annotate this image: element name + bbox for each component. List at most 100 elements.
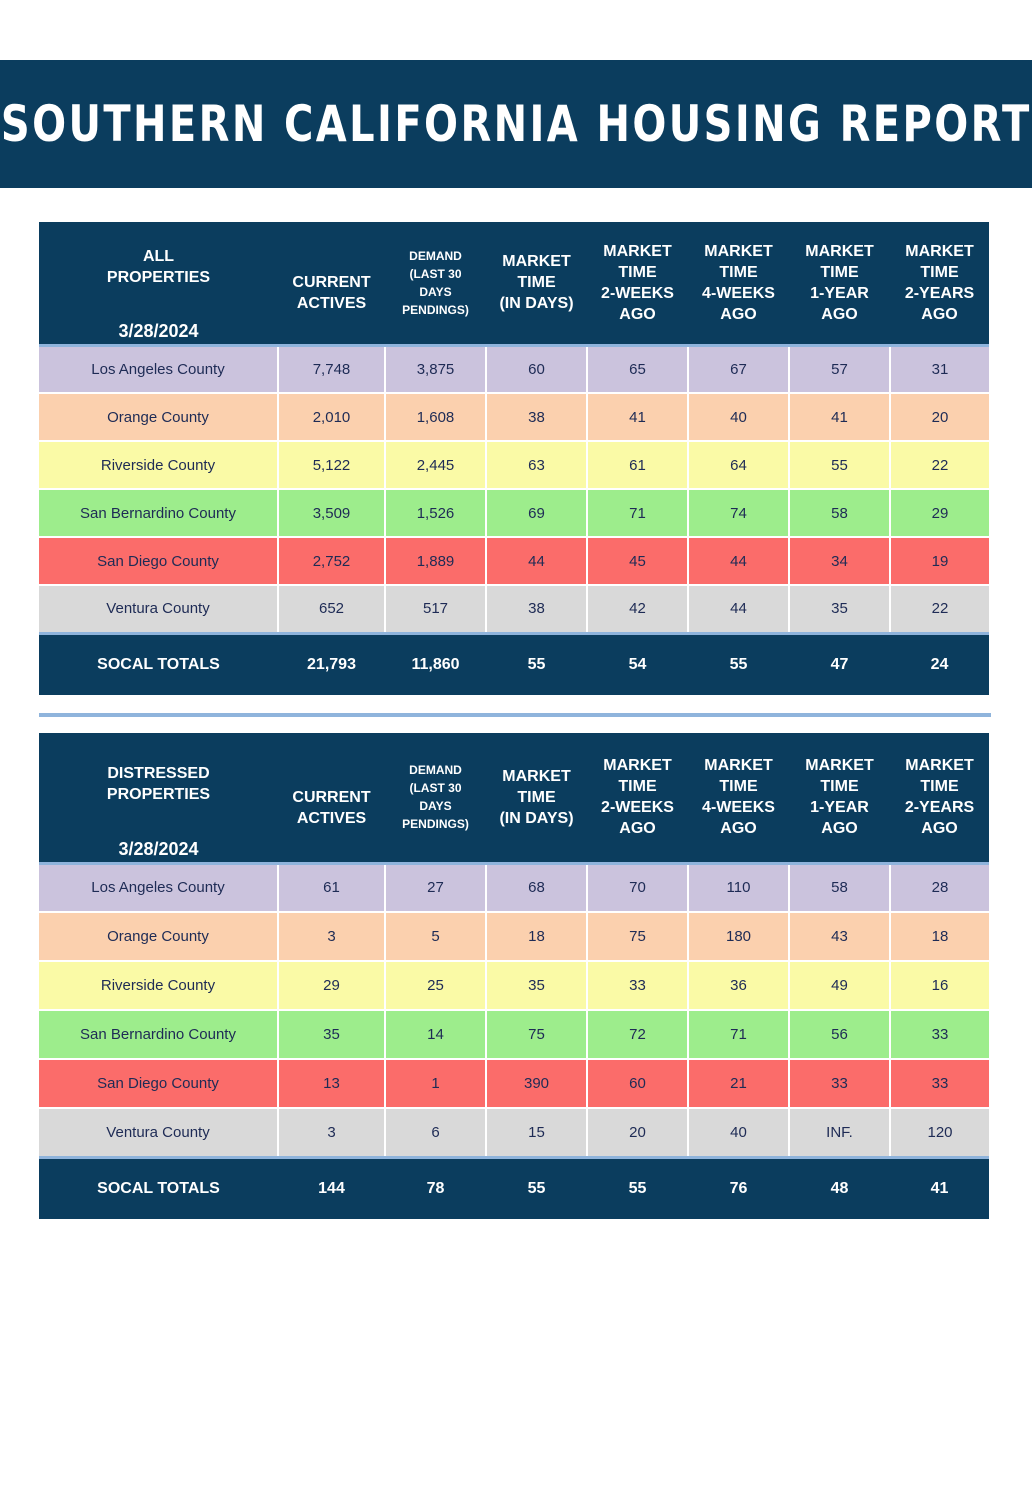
county-name: Ventura County [39,1108,279,1158]
table-row: Los Angeles County 7,748 3,875 60 65 67 57 31 [39,345,989,394]
data-cell: 71 [688,1010,790,1060]
data-cell: 41 [789,393,891,442]
totals-cell: 144 [278,1155,385,1219]
header-market-time-1-year: MARKET TIME 1-YEAR AGO [789,222,890,347]
distressed-properties-body: Los Angeles County 61 27 68 70 110 58 28 Orange … [39,863,989,1219]
totals-label: SOCAL TOTALS [39,1155,278,1219]
data-cell: 42 [587,585,689,634]
data-cell: 22 [890,585,989,634]
data-cell: 16 [890,961,989,1011]
header-market-time-2-years: MARKET TIME 2-YEARS AGO [890,733,989,865]
header-demand: DEMAND (LAST 30 DAYS PENDINGS) [385,222,486,347]
totals-cell: 41 [890,1155,989,1219]
totals-cell: 78 [385,1155,486,1219]
all-properties-table: ALL PROPERTIES 3/28/2024 CURRENT ACTIVES … [39,222,989,695]
county-name: San Bernardino County [39,489,279,538]
data-cell: 41 [587,393,689,442]
data-cell: 652 [278,585,386,634]
data-cell: 110 [688,863,790,913]
header-market-time: MARKET TIME (IN DAYS) [486,222,587,347]
county-name: San Bernardino County [39,1010,279,1060]
data-cell: 69 [486,489,588,538]
header-market-time-2-weeks: MARKET TIME 2-WEEKS AGO [587,222,688,347]
header-market-time-2-years: MARKET TIME 2-YEARS AGO [890,222,989,347]
totals-cell: 24 [890,631,989,695]
table-header-row: ALL PROPERTIES 3/28/2024 CURRENT ACTIVES … [39,222,989,347]
data-cell: 3,509 [278,489,386,538]
data-cell: 20 [587,1108,689,1158]
totals-cell: 76 [688,1155,789,1219]
totals-row: SOCAL TOTALS 21,793 11,860 55 54 55 47 24 [39,631,989,695]
table-row: San Bernardino County 3,509 1,526 69 71 74 58 2… [39,489,989,538]
data-cell: 35 [486,961,588,1011]
totals-cell: 55 [486,631,587,695]
table-row: Riverside County 5,122 2,445 63 61 64 55 22 [39,441,989,490]
data-cell: 390 [486,1059,588,1109]
totals-cell: 55 [688,631,789,695]
header-market-time-1-year: MARKET TIME 1-YEAR AGO [789,733,890,865]
totals-cell: 54 [587,631,688,695]
data-cell: 44 [486,537,588,586]
section-label-cell: ALL PROPERTIES 3/28/2024 [39,222,278,347]
table-row: Riverside County 29 25 35 33 36 49 16 [39,961,989,1011]
totals-cell: 48 [789,1155,890,1219]
title-banner: SOUTHERN CALIFORNIA HOUSING REPORT [0,60,1032,188]
data-cell: 33 [587,961,689,1011]
table-row: San Diego County 2,752 1,889 44 45 44 34 19 [39,537,989,586]
data-cell: 38 [486,393,588,442]
data-cell: 517 [385,585,487,634]
county-name: Riverside County [39,961,279,1011]
data-cell: 35 [789,585,891,634]
data-cell: 1 [385,1059,487,1109]
data-cell: 15 [486,1108,588,1158]
data-cell: 33 [890,1010,989,1060]
data-cell: 40 [688,1108,790,1158]
data-cell: 33 [890,1059,989,1109]
data-cell: 68 [486,863,588,913]
data-cell: 75 [486,1010,588,1060]
data-cell: 6 [385,1108,487,1158]
data-cell: 7,748 [278,345,386,394]
page-title: SOUTHERN CALIFORNIA HOUSING REPORT [0,95,1032,153]
data-cell: 60 [486,345,588,394]
data-cell: 1,889 [385,537,487,586]
data-cell: 44 [688,537,790,586]
section-label: DISTRESSED [107,765,210,782]
data-cell: 2,010 [278,393,386,442]
totals-cell: 11,860 [385,631,486,695]
data-cell: 180 [688,912,790,962]
data-cell: 60 [587,1059,689,1109]
report-date: 3/28/2024 [118,320,199,341]
data-cell: 120 [890,1108,989,1158]
totals-cell: 47 [789,631,890,695]
header-market-time-2-weeks: MARKET TIME 2-WEEKS AGO [587,733,688,865]
data-cell: 55 [789,441,891,490]
section-label-cell: DISTRESSED PROPERTIES 3/28/2024 [39,733,278,865]
county-name: Orange County [39,393,279,442]
data-cell: 1,526 [385,489,487,538]
data-cell: 29 [278,961,386,1011]
data-cell: 31 [890,345,989,394]
data-cell: 21 [688,1059,790,1109]
table-row: Los Angeles County 61 27 68 70 110 58 28 [39,863,989,913]
data-cell: 34 [789,537,891,586]
report-date: 3/28/2024 [118,838,199,859]
county-name: Los Angeles County [39,863,279,913]
data-cell: 18 [890,912,989,962]
totals-cell: 55 [486,1155,587,1219]
data-cell: 72 [587,1010,689,1060]
data-cell: 18 [486,912,588,962]
totals-row: SOCAL TOTALS 144 78 55 55 76 48 41 [39,1155,989,1219]
data-cell: 22 [890,441,989,490]
data-cell: 19 [890,537,989,586]
county-name: San Diego County [39,537,279,586]
data-cell: 45 [587,537,689,586]
data-cell: 57 [789,345,891,394]
data-cell: 70 [587,863,689,913]
data-cell: 74 [688,489,790,538]
data-cell: 61 [278,863,386,913]
data-cell: 14 [385,1010,487,1060]
table-row: Ventura County 652 517 38 42 44 35 22 [39,585,989,634]
data-cell: 43 [789,912,891,962]
data-cell: 28 [890,863,989,913]
